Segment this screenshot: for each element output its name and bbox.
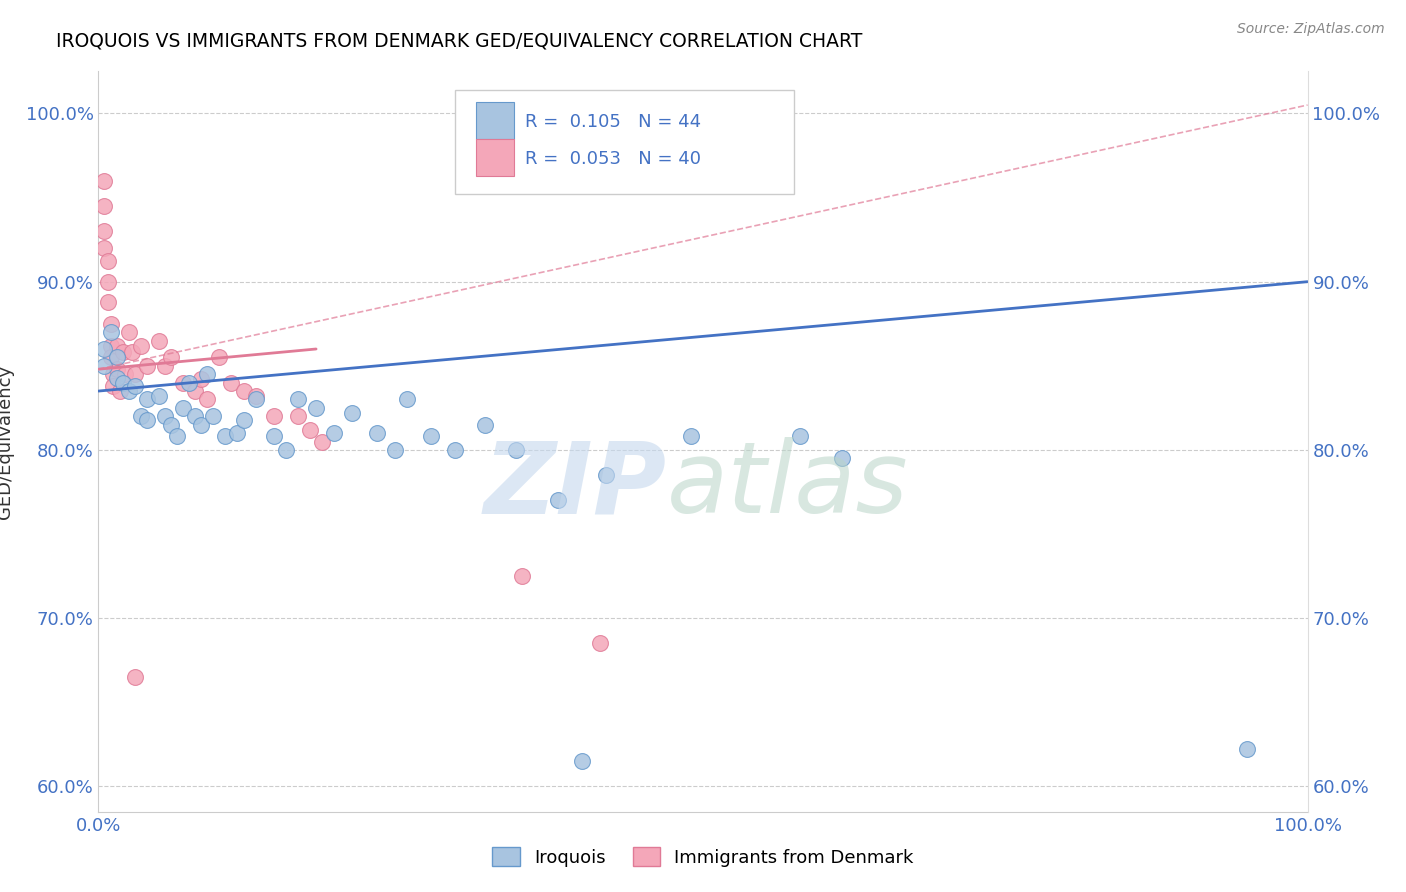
- Point: [395, 392, 418, 407]
- Point: [100, 317, 122, 331]
- FancyBboxPatch shape: [475, 139, 515, 177]
- Point: [679, 429, 702, 443]
- Point: [547, 493, 569, 508]
- Point: [274, 442, 297, 457]
- Point: [420, 429, 443, 443]
- Point: [305, 401, 328, 415]
- Point: [444, 442, 467, 457]
- Point: [226, 426, 249, 441]
- Point: [101, 379, 124, 393]
- Point: [342, 406, 364, 420]
- Point: [366, 426, 388, 441]
- Point: [124, 368, 146, 382]
- Point: [474, 417, 496, 432]
- Point: [505, 442, 527, 457]
- Point: [108, 384, 131, 398]
- Point: [263, 409, 285, 424]
- Point: [135, 412, 157, 426]
- Point: [118, 325, 141, 339]
- Point: [190, 417, 212, 432]
- Point: [232, 384, 254, 398]
- Point: [510, 569, 533, 583]
- Point: [195, 392, 218, 407]
- Point: [160, 351, 183, 365]
- Point: [245, 389, 267, 403]
- Point: [105, 362, 128, 376]
- Point: [148, 389, 170, 403]
- Point: [571, 754, 593, 768]
- Point: [831, 451, 853, 466]
- Point: [135, 359, 157, 373]
- Point: [97, 294, 120, 309]
- Point: [190, 372, 212, 386]
- FancyBboxPatch shape: [475, 103, 515, 139]
- Point: [97, 254, 120, 268]
- Point: [100, 325, 122, 339]
- Point: [105, 351, 128, 365]
- Point: [93, 241, 115, 255]
- Point: [166, 429, 188, 443]
- Text: R =  0.053   N = 40: R = 0.053 N = 40: [526, 151, 702, 169]
- Y-axis label: GED/Equivalency: GED/Equivalency: [0, 365, 14, 518]
- Point: [263, 429, 285, 443]
- Point: [589, 636, 612, 650]
- Point: [595, 468, 617, 483]
- Point: [100, 338, 122, 352]
- Point: [232, 412, 254, 426]
- Point: [124, 670, 146, 684]
- Point: [299, 423, 322, 437]
- Point: [245, 392, 267, 407]
- FancyBboxPatch shape: [456, 90, 793, 194]
- Point: [93, 174, 115, 188]
- Point: [111, 376, 134, 390]
- Point: [129, 409, 152, 424]
- Point: [118, 384, 141, 398]
- Point: [221, 376, 243, 390]
- Point: [311, 434, 333, 449]
- Point: [124, 379, 146, 393]
- Point: [111, 345, 134, 359]
- Text: ZIP: ZIP: [484, 437, 666, 534]
- Point: [93, 342, 115, 356]
- Point: [121, 345, 143, 359]
- Point: [100, 351, 122, 365]
- Point: [148, 334, 170, 348]
- Point: [323, 426, 346, 441]
- Point: [101, 368, 124, 382]
- Point: [184, 384, 207, 398]
- Point: [1236, 742, 1258, 756]
- Legend: Iroquois, Immigrants from Denmark: Iroquois, Immigrants from Denmark: [485, 840, 921, 874]
- Point: [93, 359, 115, 373]
- Point: [208, 351, 231, 365]
- Point: [384, 442, 406, 457]
- Text: R =  0.105   N = 44: R = 0.105 N = 44: [526, 113, 702, 131]
- Point: [184, 409, 207, 424]
- Point: [789, 429, 811, 443]
- Text: Source: ZipAtlas.com: Source: ZipAtlas.com: [1237, 22, 1385, 37]
- Point: [195, 368, 218, 382]
- Point: [135, 392, 157, 407]
- Point: [105, 370, 128, 384]
- Point: [93, 199, 115, 213]
- Point: [153, 359, 176, 373]
- Point: [172, 376, 194, 390]
- Text: atlas: atlas: [666, 437, 908, 534]
- Point: [114, 368, 136, 382]
- Point: [214, 429, 236, 443]
- Point: [129, 338, 152, 352]
- Point: [160, 417, 183, 432]
- Point: [287, 409, 309, 424]
- Point: [97, 275, 120, 289]
- Point: [179, 376, 201, 390]
- Point: [93, 224, 115, 238]
- Point: [172, 401, 194, 415]
- Point: [105, 338, 128, 352]
- Point: [153, 409, 176, 424]
- Text: IROQUOIS VS IMMIGRANTS FROM DENMARK GED/EQUIVALENCY CORRELATION CHART: IROQUOIS VS IMMIGRANTS FROM DENMARK GED/…: [56, 31, 863, 50]
- Point: [202, 409, 225, 424]
- Point: [287, 392, 309, 407]
